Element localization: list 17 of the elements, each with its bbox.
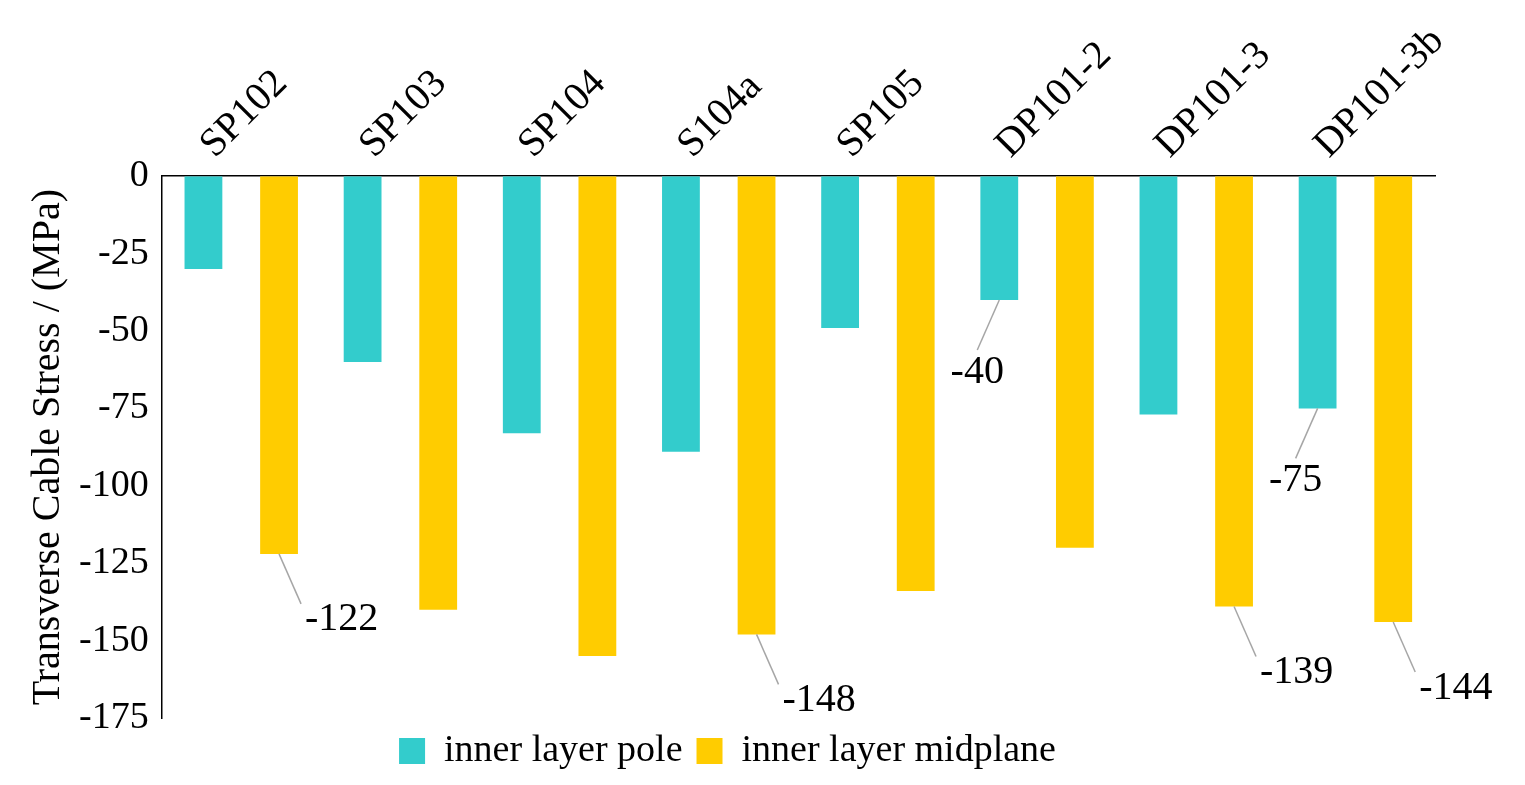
y-axis-title: Transverse Cable Stress / (MPa): [22, 188, 68, 706]
y-tick-label: 0: [129, 152, 149, 195]
legend-label: inner layer pole: [444, 726, 683, 769]
data-label: -75: [1268, 454, 1323, 500]
data-label: -122: [305, 594, 379, 640]
y-tick-label: -125: [79, 539, 149, 582]
y-tick-label: -25: [98, 229, 149, 272]
data-label: -144: [1419, 662, 1493, 708]
y-tick-label: -50: [98, 307, 149, 349]
data-label: -40: [950, 346, 1004, 392]
y-tick-label: -100: [79, 461, 149, 504]
y-tick-label: -175: [79, 693, 149, 736]
y-tick-label: -150: [79, 616, 149, 659]
legend-label: inner layer midplane: [741, 726, 1056, 769]
y-tick-label: -75: [98, 384, 149, 427]
data-label: -139: [1260, 647, 1334, 693]
data-label: -148: [782, 674, 856, 720]
